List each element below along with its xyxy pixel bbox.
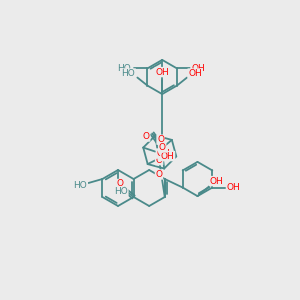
Text: O: O	[155, 170, 163, 179]
Text: O: O	[157, 135, 164, 144]
Text: O: O	[116, 179, 123, 188]
Text: HO: HO	[74, 181, 87, 190]
Text: HO: HO	[118, 64, 131, 73]
Text: HO: HO	[114, 188, 128, 196]
Text: O: O	[143, 132, 150, 141]
Text: OH: OH	[191, 64, 205, 73]
Text: OH: OH	[155, 68, 169, 76]
Text: OH: OH	[161, 152, 175, 160]
Text: OH: OH	[226, 183, 240, 192]
Text: HO: HO	[122, 69, 135, 78]
Text: OH: OH	[156, 149, 170, 158]
Text: O: O	[156, 156, 163, 165]
Text: O: O	[159, 143, 166, 152]
Text: OH: OH	[188, 69, 202, 78]
Text: OH: OH	[210, 177, 224, 186]
